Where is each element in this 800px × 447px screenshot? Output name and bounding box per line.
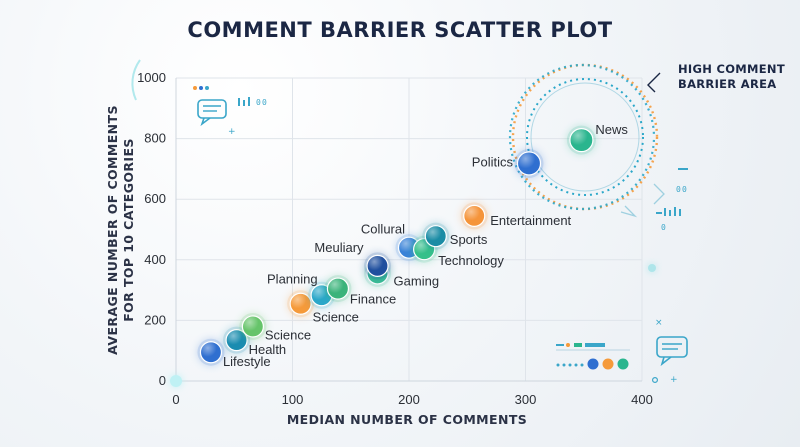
scatter-point-highlight [367,255,389,277]
x-tick-label: 300 [515,392,537,407]
scatter-point-highlight [463,205,485,227]
svg-text:0: 0 [661,223,666,232]
chat-bubble-icon: + × [651,318,688,385]
point-label: Politics [472,154,514,169]
decorative-dots-icon [556,343,630,370]
point-label: Health [249,342,287,357]
scatter-point-highlight [425,225,447,247]
point-label: Entertainment [490,213,571,228]
point-label: Gaming [394,273,440,288]
scatter-point-highlight [569,128,593,152]
y-tick-label: 400 [144,252,166,267]
chat-bubble-icon: 0 0 + [193,86,267,137]
y-tick-label: 600 [144,191,166,206]
x-tick-label: 100 [282,392,304,407]
origin-glow [170,375,182,387]
chart-title: COMMENT BARRIER SCATTER PLOT [187,18,613,42]
point-label: Science [265,327,311,342]
svg-text:0: 0 [676,185,681,194]
svg-text:+: + [228,127,236,137]
point-label: Planning [267,271,318,286]
svg-text:0: 0 [682,185,687,194]
svg-text:×: × [655,318,663,328]
point-label: Lifestyle [223,354,271,369]
x-tick-label: 0 [172,392,179,407]
decorative-arc [131,59,141,101]
scatter-point-highlight [200,341,222,363]
y-tick-label: 800 [144,131,166,146]
x-tick-label: 200 [398,392,420,407]
point-label: Collural [361,222,405,237]
y-axis-label-line-2: FOR TOP 10 CATEGORIES [121,138,136,322]
high-barrier-area [508,63,659,211]
point-label: News [595,122,628,137]
scatter-point-highlight [226,329,248,351]
scatter-point-highlight [327,278,349,300]
scatter-point-highlight [517,151,541,175]
point-label: Sports [450,232,488,247]
data-points: LifestyleHealthScienceSciencePlanningFin… [197,122,628,369]
x-axis-label: MEDIAN NUMBER OF COMMENTS [287,412,527,427]
point-label: Finance [350,292,396,307]
y-tick-label: 0 [159,373,166,388]
annotation-callout: HIGH COMMENT BARRIER AREA [647,62,785,93]
y-axis-ticks: 0 200 400 600 800 1000 [137,70,166,388]
gridlines [175,77,643,382]
point-label: Technology [438,253,504,268]
annotation-line-2: BARRIER AREA [678,77,776,91]
annotation-line-1: HIGH COMMENT [678,62,785,76]
svg-text:0: 0 [262,98,267,107]
y-axis-label-line-1: AVERAGE NUMBER OF COMMENTS [105,105,120,355]
y-tick-label: 1000 [137,70,166,85]
y-tick-label: 200 [144,312,166,327]
decorative-bars-icon: 0 0 0 [620,168,688,272]
svg-text:+: + [670,375,678,385]
scatter-point-highlight [242,315,264,337]
point-label: Meuliary [314,240,364,255]
point-label: Science [313,310,359,325]
x-tick-label: 400 [631,392,653,407]
x-axis-ticks: 0 100 200 300 400 [172,392,652,407]
svg-text:0: 0 [256,98,261,107]
scatter-point-highlight [290,293,312,315]
